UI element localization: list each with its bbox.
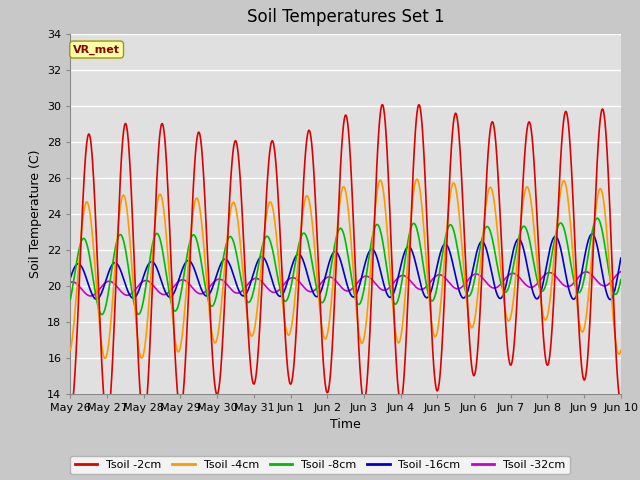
Title: Soil Temperatures Set 1: Soil Temperatures Set 1 — [247, 9, 444, 26]
X-axis label: Time: Time — [330, 418, 361, 431]
Text: VR_met: VR_met — [73, 44, 120, 55]
Legend: Tsoil -2cm, Tsoil -4cm, Tsoil -8cm, Tsoil -16cm, Tsoil -32cm: Tsoil -2cm, Tsoil -4cm, Tsoil -8cm, Tsoi… — [70, 456, 570, 474]
Y-axis label: Soil Temperature (C): Soil Temperature (C) — [29, 149, 42, 278]
